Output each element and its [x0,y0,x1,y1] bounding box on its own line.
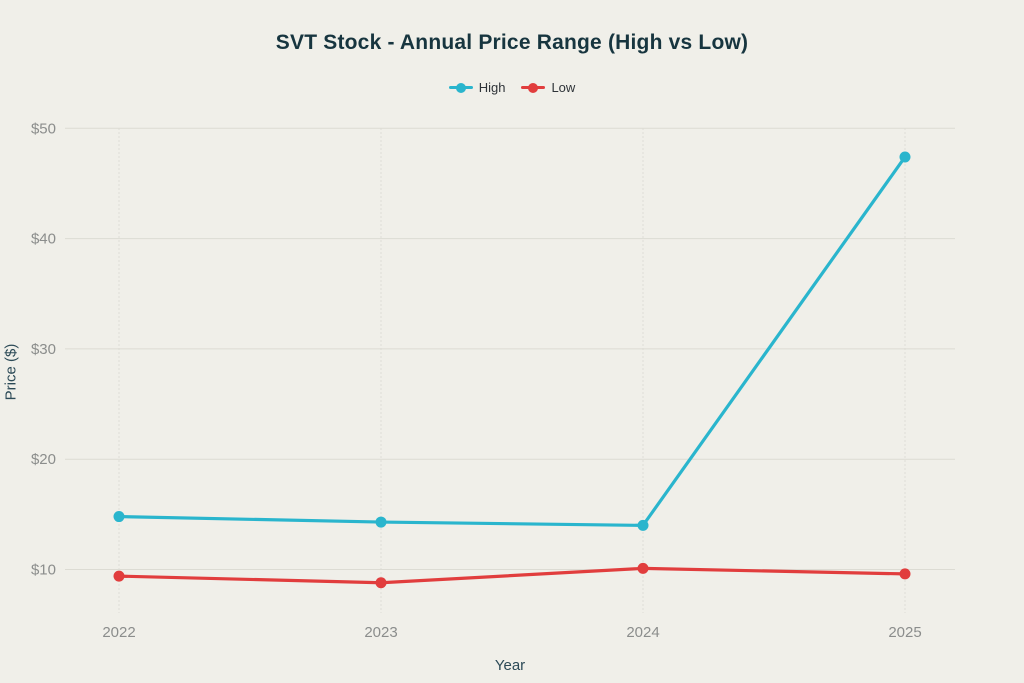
data-point-low-2023[interactable] [375,577,387,589]
high-marker-dot [455,82,466,93]
data-point-high-2024[interactable] [637,519,649,531]
legend-label-high: High [478,80,506,95]
high-series-marker-icon [448,82,473,93]
low-series-marker-icon [521,82,546,93]
legend-label-low: Low [551,80,576,95]
data-point-high-2022[interactable] [113,511,125,523]
x-axis-title: Year [494,657,526,674]
series-line-low [117,566,907,585]
chart-title: SVT Stock - Annual Price Range (High vs … [275,31,749,54]
low-marker-dot [528,82,539,93]
legend-item-low[interactable]: Low [521,80,575,95]
y-tick-label: $50 [31,120,56,137]
data-point-high-2023[interactable] [375,516,387,528]
legend-item-high[interactable]: High [448,80,506,95]
data-point-low-2022[interactable] [113,570,125,582]
y-axis-title: Price ($) [2,343,20,401]
y-tick-label: $10 [31,562,56,579]
x-tick-label: 2023 [364,624,397,641]
data-point-low-2025[interactable] [899,568,911,580]
y-tick-label: $20 [31,451,56,468]
data-point-high-2025[interactable] [899,151,911,163]
series-line-high [117,155,907,527]
x-tick-label: 2025 [888,624,921,641]
y-tick-label: $40 [31,231,56,248]
x-tick-label: 2022 [102,624,135,641]
data-point-low-2024[interactable] [637,562,649,574]
x-tick-label: 2024 [626,624,659,641]
legend: High Low [0,80,1024,95]
y-tick-label: $30 [31,341,56,358]
